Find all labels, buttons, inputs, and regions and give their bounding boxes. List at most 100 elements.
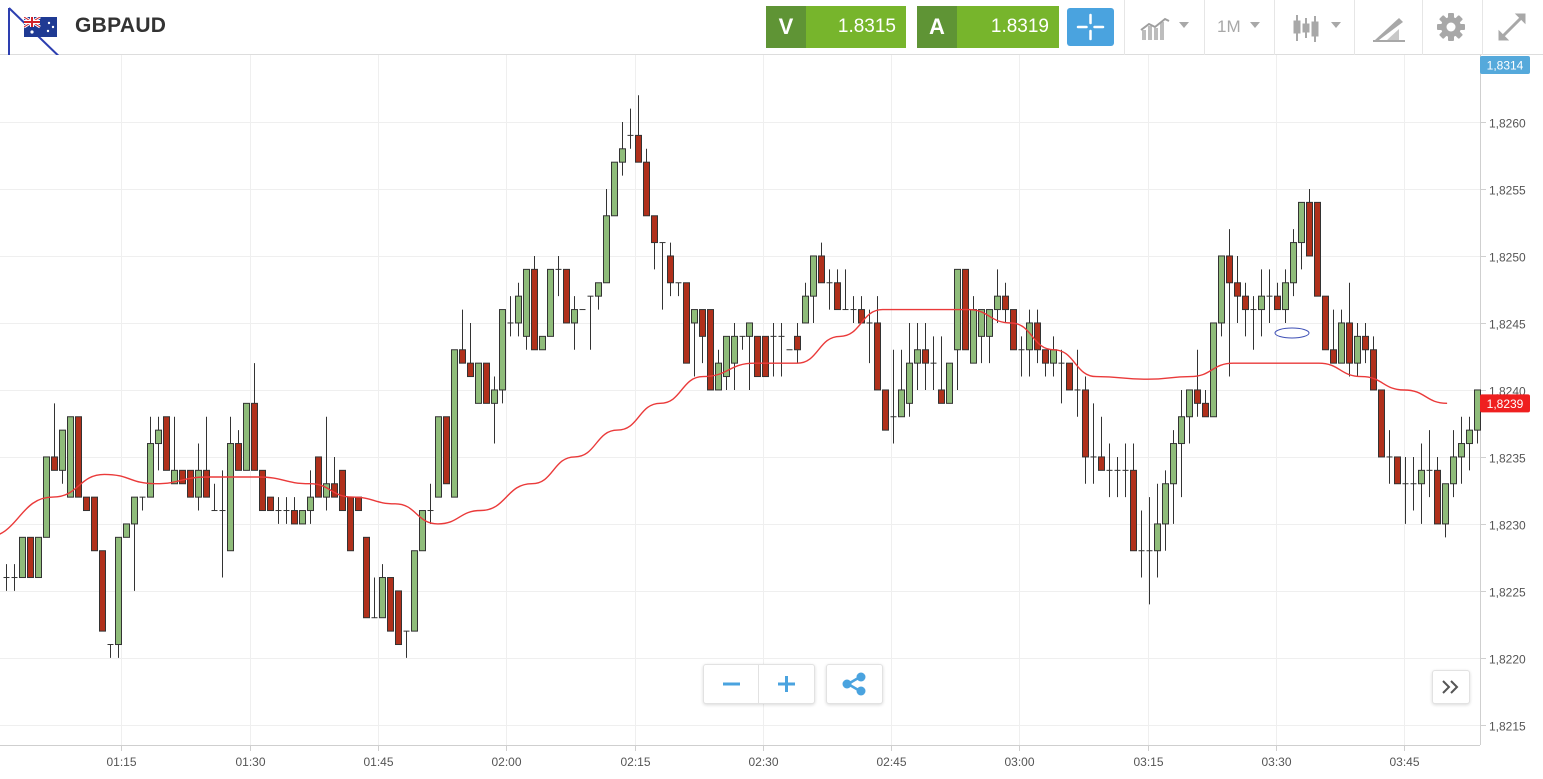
candle-down — [363, 536, 370, 619]
candle-body — [491, 389, 498, 404]
candle-body — [1394, 456, 1401, 485]
candle-down — [51, 403, 58, 471]
x-tick-label: 01:30 — [235, 755, 265, 769]
candle-down — [1202, 389, 1209, 418]
candle-body — [1322, 295, 1329, 351]
candle-body — [59, 429, 66, 471]
candle-body — [1466, 429, 1473, 445]
candle-up — [107, 644, 114, 658]
timeframe-dropdown[interactable]: 1M — [1204, 0, 1274, 55]
candle-body — [331, 483, 338, 498]
candle-body — [251, 402, 258, 471]
candle-down — [794, 322, 801, 364]
candle-body — [922, 349, 929, 364]
candle-body — [1002, 295, 1009, 311]
candle-down — [1378, 389, 1385, 458]
candle-down — [707, 309, 714, 391]
candle-body — [1234, 282, 1241, 297]
fullscreen-button[interactable] — [1482, 0, 1543, 55]
candle-body — [619, 148, 626, 163]
price-chart[interactable]: 1,82601,82551,82501,82451,82401,82351,82… — [0, 55, 1543, 779]
marker-price-badge: 1,8314 — [1480, 56, 1530, 74]
candle-body — [898, 389, 905, 418]
candle-up — [571, 296, 578, 350]
candle-up — [691, 309, 698, 377]
candle-body — [27, 536, 34, 579]
sell-quote-button[interactable]: V 1.8315 — [766, 6, 906, 48]
candle-body — [1258, 295, 1265, 311]
candle-up — [914, 322, 921, 390]
candle-down — [1370, 336, 1377, 391]
candle-body — [1314, 201, 1321, 297]
candle-up — [139, 496, 146, 511]
candle-style-dropdown[interactable] — [1274, 0, 1354, 55]
candle-down — [387, 577, 394, 632]
candle-body — [203, 469, 210, 498]
candle-up — [1210, 322, 1217, 418]
candle-down — [1242, 282, 1249, 337]
candle-body — [1042, 349, 1049, 364]
candle-down — [635, 95, 642, 163]
crosshair-button[interactable] — [1067, 8, 1114, 46]
candle-body — [643, 161, 650, 217]
x-tick-label: 01:45 — [363, 755, 393, 769]
candle-up — [35, 536, 42, 579]
x-tick-label: 02:30 — [748, 755, 778, 769]
buy-quote-button[interactable]: A 1.8319 — [917, 6, 1059, 48]
candle-body — [611, 161, 618, 217]
candle-up — [419, 510, 426, 552]
candle-up — [403, 630, 410, 658]
plot-area — [0, 55, 1480, 745]
candle-body — [459, 349, 466, 364]
x-tick-label: 02:15 — [620, 755, 650, 769]
candle-down — [179, 469, 186, 485]
buy-label: A — [917, 6, 957, 48]
candle-body — [802, 295, 809, 324]
candle-up — [778, 322, 785, 377]
candle-down — [834, 269, 841, 311]
candles — [3, 95, 1481, 658]
candle-down — [1194, 349, 1201, 417]
candle-up — [1106, 443, 1113, 498]
y-tick-label: 1,8250 — [1489, 251, 1526, 265]
candle-body — [323, 483, 330, 498]
uk-flag-icon — [24, 17, 57, 37]
candle-down — [483, 362, 490, 404]
candle-body — [882, 389, 889, 431]
candle-down — [163, 416, 170, 471]
share-button[interactable] — [826, 664, 883, 704]
drawing-tools-button[interactable] — [1354, 0, 1422, 55]
x-axis-labels: 01:15 01:30 01:45 02:00 02:15 02:30 02:45 03:00… — [106, 755, 1419, 769]
candle-body — [715, 362, 722, 391]
chart-type-dropdown[interactable] — [1124, 0, 1204, 55]
candle-body — [347, 496, 354, 552]
candle-body — [35, 536, 42, 579]
candle-body — [83, 496, 90, 512]
candle-down — [1002, 282, 1009, 323]
settings-button[interactable] — [1422, 0, 1482, 55]
candle-body — [131, 496, 138, 525]
candle-down — [1034, 309, 1041, 364]
zoom-out-button[interactable] — [704, 665, 759, 703]
candle-body — [1162, 483, 1169, 525]
candle-body — [75, 416, 82, 498]
candle-up — [739, 335, 746, 350]
candle-down — [1010, 309, 1017, 351]
candle-down — [1274, 282, 1281, 311]
candle-down — [91, 496, 98, 552]
candle-up — [1178, 389, 1185, 498]
y-tick-label: 1,8255 — [1489, 184, 1526, 198]
zoom-in-button[interactable] — [759, 665, 814, 703]
candle-down — [1098, 416, 1105, 471]
y-tick-label: 1,8235 — [1489, 452, 1526, 466]
candle-up — [723, 335, 730, 390]
candle-body — [946, 362, 953, 404]
candle-down — [1082, 376, 1089, 484]
candle-down — [1226, 229, 1233, 377]
candle-up — [131, 496, 138, 591]
y-tick-label: 1,8245 — [1489, 318, 1526, 332]
candle-down — [531, 255, 538, 351]
candle-up — [1458, 416, 1465, 484]
scroll-to-latest-button[interactable] — [1432, 670, 1470, 704]
candle-down — [203, 416, 210, 498]
